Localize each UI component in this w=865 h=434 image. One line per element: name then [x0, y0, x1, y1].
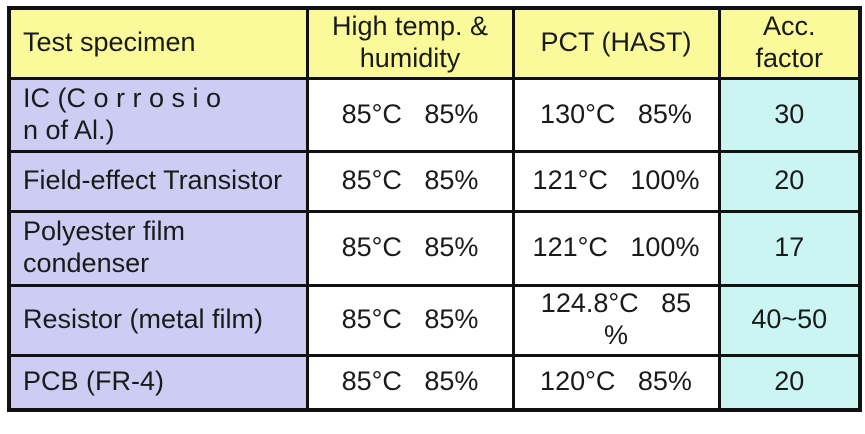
specimen-line1: Polyester film — [23, 216, 186, 247]
cell-specimen: Polyester film condenser — [7, 209, 309, 287]
cell-pct-hast: 120°C 85% — [511, 353, 721, 412]
table-row-resistor: Resistor (metal film) 85°C 85% 124.8°C 8… — [7, 283, 862, 357]
header-pct-hast: PCT (HAST) — [511, 6, 721, 80]
header-high-temp-line1: High temp. & — [331, 11, 489, 42]
cell-specimen: IC (C o r r o s i o n of Al.) — [7, 76, 309, 153]
specimen-line2: condenser — [23, 248, 150, 278]
pct-line1: 130°C 85% — [540, 98, 692, 129]
header-high-temp-line2: humidity — [359, 43, 461, 74]
acceleration-factor-table: Test specimen High temp. & humidity PCT … — [7, 6, 862, 412]
cell-specimen: Field-effect Transistor — [7, 149, 309, 213]
header-test-specimen: Test specimen — [7, 6, 309, 80]
cell-acc-factor: 17 — [717, 209, 862, 287]
header-high-temp-humidity: High temp. & humidity — [305, 6, 515, 80]
cell-pct-hast: 124.8°C 85 % — [511, 283, 721, 357]
cell-acc-factor: 30 — [717, 76, 862, 153]
pct-line1: 121°C 100% — [532, 232, 700, 263]
cell-specimen: Resistor (metal film) — [7, 283, 309, 357]
pct-line1: 124.8°C 85 — [540, 288, 692, 319]
header-row: Test specimen High temp. & humidity PCT … — [7, 6, 862, 80]
specimen-line2: n of Al.) — [23, 114, 115, 145]
table-row-ic: IC (C o r r o s i o n of Al.) 85°C 85% 1… — [7, 76, 862, 153]
table-row-pcb: PCB (FR-4) 85°C 85% 120°C 85% 20 — [7, 353, 862, 412]
table-header: Test specimen High temp. & humidity PCT … — [7, 6, 862, 80]
table-body: IC (C o r r o s i o n of Al.) 85°C 85% 1… — [7, 76, 862, 412]
cell-high-temp-humidity: 85°C 85% — [305, 283, 515, 357]
cell-acc-factor: 20 — [717, 353, 862, 412]
cell-pct-hast: 121°C 100% — [511, 209, 721, 287]
cell-pct-hast: 121°C 100% — [511, 149, 721, 213]
pct-line2: % — [603, 320, 628, 350]
pct-line1: 121°C 100% — [532, 165, 700, 196]
specimen-line1: IC (C o r r o s i o — [23, 82, 222, 113]
header-acc-line1: Acc. — [762, 11, 816, 42]
cell-high-temp-humidity: 85°C 85% — [305, 76, 515, 153]
header-acc-line2: factor — [755, 43, 824, 74]
pct-line1: 120°C 85% — [540, 366, 692, 397]
header-acc-factor: Acc. factor — [717, 6, 862, 80]
table-row-polyester: Polyester film condenser 85°C 85% 121°C … — [7, 209, 862, 287]
cell-high-temp-humidity: 85°C 85% — [305, 353, 515, 412]
cell-high-temp-humidity: 85°C 85% — [305, 149, 515, 213]
specimen-line1: Resistor (metal film) — [23, 304, 264, 335]
cell-high-temp-humidity: 85°C 85% — [305, 209, 515, 287]
specimen-line1: Field-effect Transistor — [23, 165, 283, 196]
cell-acc-factor: 20 — [717, 149, 862, 213]
cell-specimen: PCB (FR-4) — [7, 353, 309, 412]
cell-acc-factor: 40~50 — [717, 283, 862, 357]
specimen-line1: PCB (FR-4) — [23, 366, 164, 397]
cell-pct-hast: 130°C 85% — [511, 76, 721, 153]
table-row-fet: Field-effect Transistor 85°C 85% 121°C 1… — [7, 149, 862, 213]
